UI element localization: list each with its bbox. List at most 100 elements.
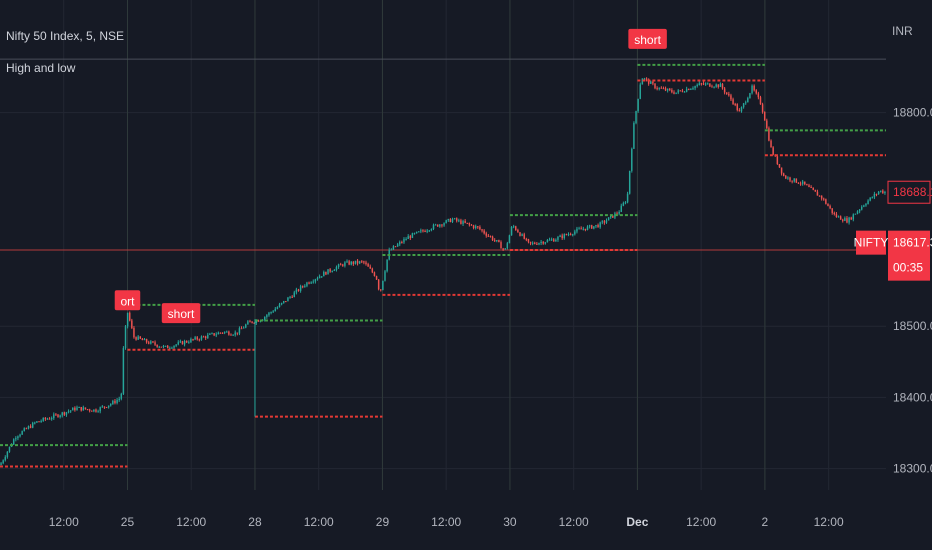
signal-box xyxy=(161,303,201,324)
candle-body xyxy=(742,103,745,108)
candle-body xyxy=(590,225,593,229)
candle-body xyxy=(650,81,652,84)
candle-body xyxy=(595,224,597,227)
candle-body xyxy=(257,320,260,322)
candle-body xyxy=(842,219,844,221)
candle-body xyxy=(169,347,171,349)
candle-body xyxy=(837,216,840,218)
candle-body xyxy=(88,409,91,411)
candle-body xyxy=(280,302,283,305)
candle-body xyxy=(671,89,673,93)
signal-text: short xyxy=(168,307,195,321)
candle-body xyxy=(681,90,684,92)
candle-body xyxy=(392,246,395,250)
candle-body xyxy=(36,421,38,423)
candle-body xyxy=(751,85,753,94)
candle-body xyxy=(154,342,156,345)
candle-body xyxy=(768,128,770,141)
candle-body xyxy=(74,407,76,411)
candle-body xyxy=(607,217,610,221)
candle-body xyxy=(664,88,667,91)
candle-body xyxy=(99,407,101,412)
candle-body xyxy=(797,182,800,184)
candle-body xyxy=(553,239,555,242)
candle-body xyxy=(196,337,198,340)
candle-body xyxy=(166,345,169,349)
candle-body xyxy=(460,220,462,224)
candle-body xyxy=(612,215,614,218)
candle-body xyxy=(850,217,852,220)
candle-body xyxy=(192,339,194,341)
signal-box xyxy=(114,290,141,311)
candle-body xyxy=(804,181,806,185)
candle-body xyxy=(213,333,215,336)
candle-body xyxy=(82,407,85,411)
candle-body xyxy=(209,333,211,335)
candle-body xyxy=(464,221,466,223)
candle-body xyxy=(683,91,686,93)
candle-body xyxy=(436,224,439,227)
candle-body xyxy=(856,211,859,214)
candle-body xyxy=(628,170,631,194)
candle-body xyxy=(147,342,150,344)
candle-body xyxy=(669,88,671,90)
candle-body xyxy=(112,400,114,404)
candle-body xyxy=(759,97,762,105)
nifty-countdown: 00:35 xyxy=(893,261,923,275)
candle-body xyxy=(763,111,766,121)
candle-body xyxy=(306,282,308,286)
candle-body xyxy=(823,198,825,200)
candle-body xyxy=(451,219,454,223)
candle-body xyxy=(177,342,179,345)
candle-body xyxy=(272,311,274,313)
candle-body xyxy=(766,120,768,129)
candle-body xyxy=(12,439,15,445)
candle-body xyxy=(394,246,397,248)
candle-body xyxy=(462,221,464,224)
candle-body xyxy=(863,205,865,207)
candle-body xyxy=(833,212,836,215)
candle-body xyxy=(382,280,384,291)
candle-body xyxy=(529,241,532,244)
candle-body xyxy=(447,218,450,221)
y-tick-label: 18300.00 xyxy=(893,462,932,476)
candle-body xyxy=(559,235,561,237)
candle-body xyxy=(525,238,528,240)
x-tick-label: 12:00 xyxy=(176,515,206,529)
candle-body xyxy=(369,266,371,269)
candle-body xyxy=(757,93,760,98)
candle-body xyxy=(325,271,327,275)
x-tick-label: 12:00 xyxy=(686,515,716,529)
candle-body xyxy=(825,199,827,204)
candle-body xyxy=(692,88,694,90)
candle-body xyxy=(599,222,601,228)
candle-body xyxy=(418,231,420,233)
candle-body xyxy=(245,324,247,328)
candle-body xyxy=(399,242,401,245)
candle-body xyxy=(812,187,814,190)
candle-body xyxy=(339,264,342,266)
candle-body xyxy=(42,417,44,421)
candle-body xyxy=(647,79,650,84)
candle-body xyxy=(795,178,798,183)
candle-body xyxy=(131,320,133,328)
candle-body xyxy=(15,438,17,440)
candle-body xyxy=(211,333,213,335)
candle-body xyxy=(698,83,701,86)
candle-body xyxy=(57,414,59,418)
x-tick-label: 12:00 xyxy=(304,515,334,529)
x-tick-label: 29 xyxy=(376,515,390,529)
candle-body xyxy=(344,262,346,266)
candle-body xyxy=(536,243,538,245)
candle-body xyxy=(264,316,266,320)
candle-body xyxy=(331,270,333,272)
candle-body xyxy=(584,228,587,230)
candle-body xyxy=(563,234,566,239)
candle-body xyxy=(426,230,428,232)
candle-body xyxy=(749,93,751,99)
candle-body xyxy=(198,339,201,341)
signal-short-label: ort xyxy=(114,290,141,311)
candle-body xyxy=(234,332,236,335)
